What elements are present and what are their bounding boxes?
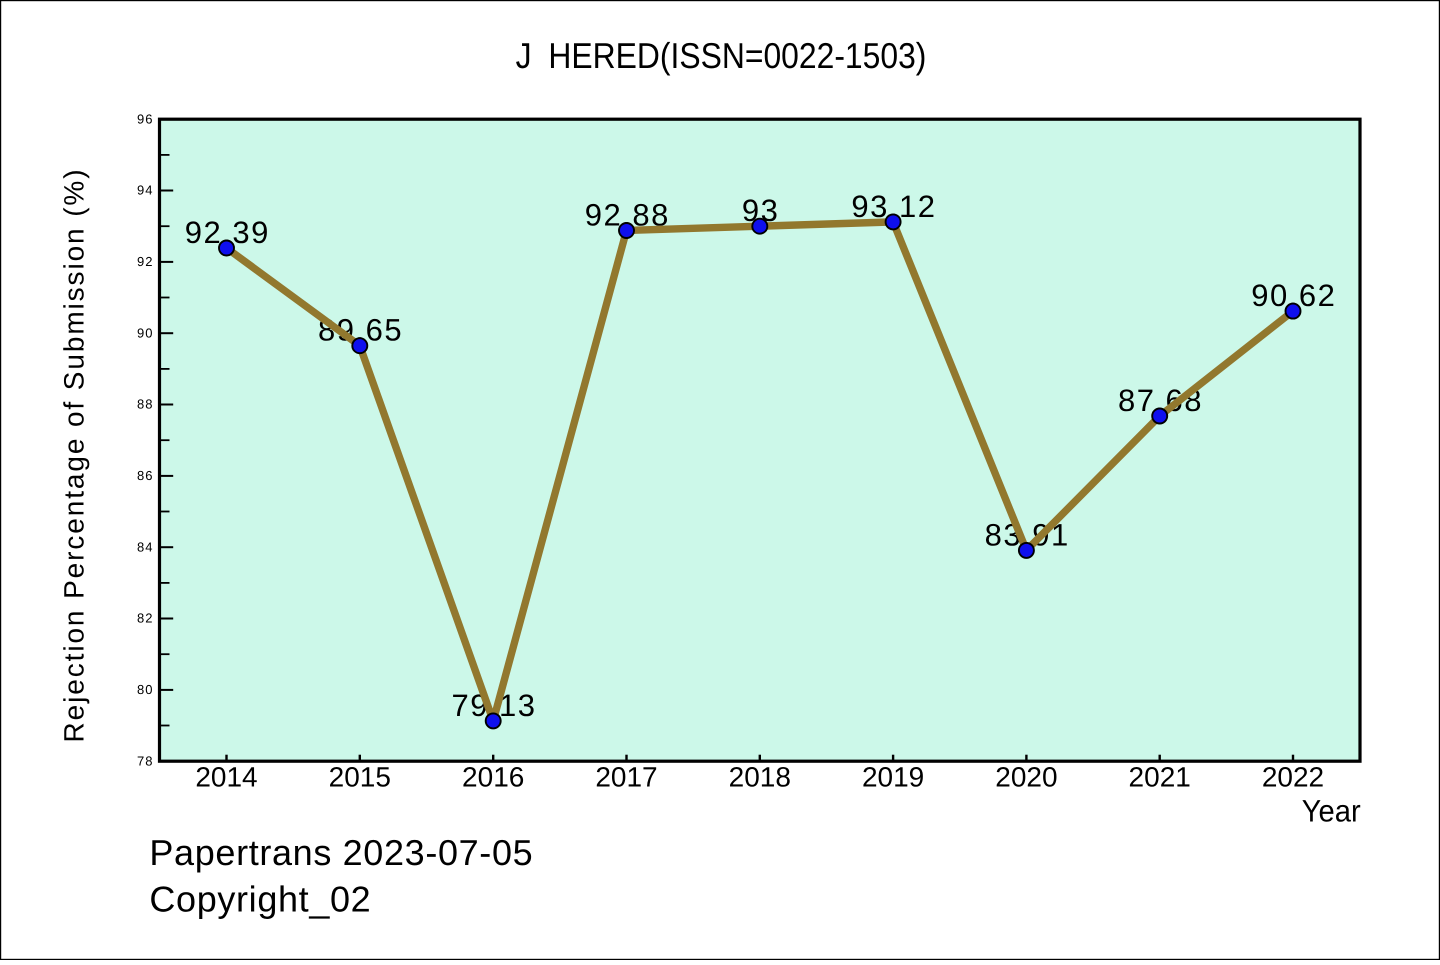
svg-text:84: 84 [137, 539, 153, 554]
svg-text:2021: 2021 [1129, 762, 1191, 793]
svg-text:2020: 2020 [995, 762, 1057, 793]
svg-text:Copyright_02: Copyright_02 [149, 878, 371, 919]
svg-text:2018: 2018 [729, 762, 791, 793]
svg-text:78: 78 [137, 753, 153, 768]
svg-text:Papertrans 2023-07-05: Papertrans 2023-07-05 [149, 832, 533, 873]
svg-text:88: 88 [137, 397, 153, 412]
svg-text:90: 90 [137, 325, 153, 340]
svg-text:Year: Year [1302, 794, 1361, 829]
svg-text:2022: 2022 [1262, 762, 1324, 793]
svg-text:2014: 2014 [195, 762, 257, 793]
svg-text:2017: 2017 [595, 762, 657, 793]
svg-text:94: 94 [137, 183, 153, 198]
svg-text:J HERED(ISSN=0022-1503): J HERED(ISSN=0022-1503) [516, 35, 927, 76]
svg-text:82: 82 [137, 611, 153, 626]
svg-text:92: 92 [137, 254, 153, 269]
svg-text:86: 86 [137, 468, 153, 483]
svg-text:Rejection Percentage of Submis: Rejection Percentage of Submission (%) [59, 168, 90, 743]
svg-text:2016: 2016 [462, 762, 524, 793]
svg-text:2015: 2015 [329, 762, 391, 793]
svg-text:80: 80 [137, 682, 153, 697]
svg-text:2019: 2019 [862, 762, 924, 793]
svg-text:96: 96 [137, 111, 153, 126]
